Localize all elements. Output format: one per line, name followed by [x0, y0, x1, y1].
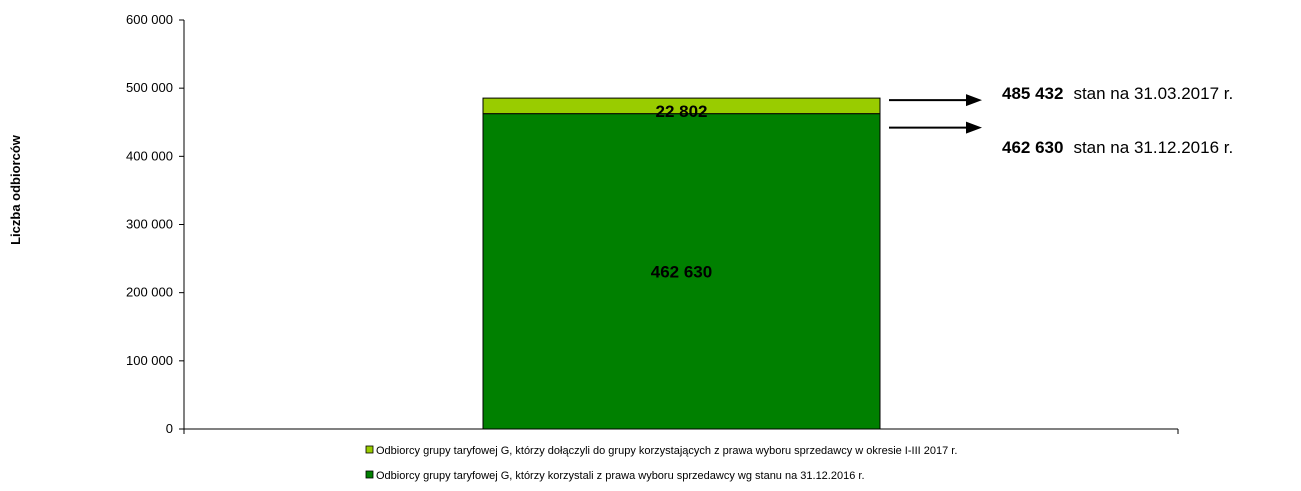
annotation-description: stan na 31.12.2016 r. — [1073, 138, 1233, 157]
y-tick-label: 200 000 — [126, 285, 173, 300]
y-tick-label: 0 — [166, 421, 173, 436]
annotation-value: 485 432 — [1002, 84, 1063, 103]
y-tick-label: 600 000 — [126, 12, 173, 27]
annotation-description: stan na 31.03.2017 r. — [1073, 84, 1233, 103]
annotation-0: 485 432 stan na 31.03.2017 r. — [889, 84, 1233, 107]
annotation-text: 485 432 stan na 31.03.2017 r. — [1002, 84, 1233, 103]
y-axis: 0 100 000 200 000 300 000 400 000 500 000 600 … — [126, 12, 1179, 436]
bars — [482, 97, 881, 430]
legend-label: Odbiorcy grupy taryfowej G, którzy korzy… — [376, 470, 865, 482]
y-tick-label: 500 000 — [126, 80, 173, 95]
legend-item: Odbiorcy grupy taryfowej G, którzy korzy… — [365, 470, 865, 482]
bar-data-label: 22 802 — [656, 102, 708, 121]
annotation-1: 462 630 stan na 31.12.2016 r. — [889, 121, 1233, 157]
data-labels: 462 630 22 802 — [651, 102, 712, 281]
annotation-value: 462 630 — [1002, 138, 1063, 157]
y-tick-label: 400 000 — [126, 148, 173, 163]
legend: Odbiorcy grupy taryfowej G, którzy dołąc… — [365, 445, 957, 482]
arrow-head-icon — [966, 121, 982, 134]
bar-segment-0 — [482, 113, 881, 430]
legend-item: Odbiorcy grupy taryfowej G, którzy dołąc… — [365, 445, 957, 457]
bar-segment-1 — [482, 97, 881, 115]
annotations: 485 432 stan na 31.03.2017 r. 462 630 stan … — [889, 84, 1233, 157]
legend-label: Odbiorcy grupy taryfowej G, którzy dołąc… — [376, 445, 957, 457]
y-axis-title: Liczba odbiorców — [8, 134, 23, 245]
legend-swatch — [365, 445, 374, 454]
bar-data-label: 462 630 — [651, 262, 712, 281]
arrow-head-icon — [966, 94, 982, 107]
legend-swatch — [365, 470, 374, 479]
annotation-text: 462 630 stan na 31.12.2016 r. — [1002, 138, 1233, 157]
y-tick-label: 100 000 — [126, 353, 173, 368]
y-tick-label: 300 000 — [126, 217, 173, 232]
